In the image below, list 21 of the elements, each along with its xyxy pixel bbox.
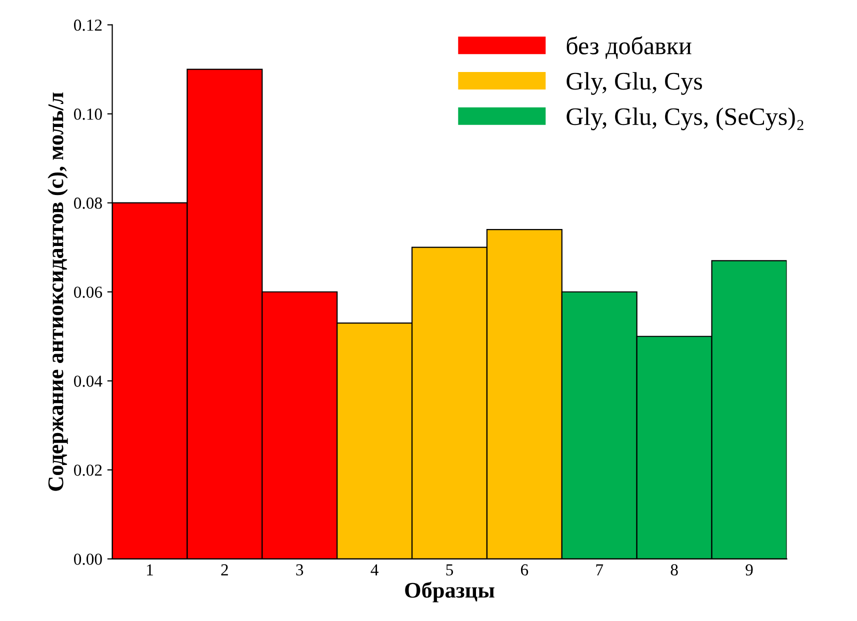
x-tick-label: 1	[147, 564, 153, 576]
x-tick-label: 9	[746, 564, 753, 576]
y-tick-label: 0.08	[74, 198, 102, 209]
x-tick-label: 6	[520, 564, 528, 576]
x-tick-label: 8	[670, 564, 678, 576]
y-axis-title: Содержание антиоксидантов (c), моль/л	[48, 92, 68, 491]
y-tick-label: 0.00	[74, 554, 102, 565]
x-tick-label: 5	[446, 564, 454, 576]
y-tick-label: 0.12	[74, 20, 102, 31]
legend-label: Gly, Glu, Cys	[566, 72, 702, 95]
x-tick-label: 2	[221, 564, 228, 576]
y-tick-label: 0.02	[74, 464, 102, 476]
x-tick-label: 4	[370, 564, 378, 576]
x-axis-title: Образцы	[405, 582, 494, 602]
y-tick-label: 0.06	[74, 286, 102, 298]
y-tick-label: 0.10	[74, 108, 102, 120]
legend-label: без добавки	[566, 36, 692, 59]
x-tick-label: 7	[596, 564, 604, 576]
x-tick-label: 3	[296, 564, 304, 576]
y-tick-label: 0.04	[74, 376, 102, 387]
legend-label: Gly, Glu, Cys, (SeCys)₂	[566, 108, 804, 130]
